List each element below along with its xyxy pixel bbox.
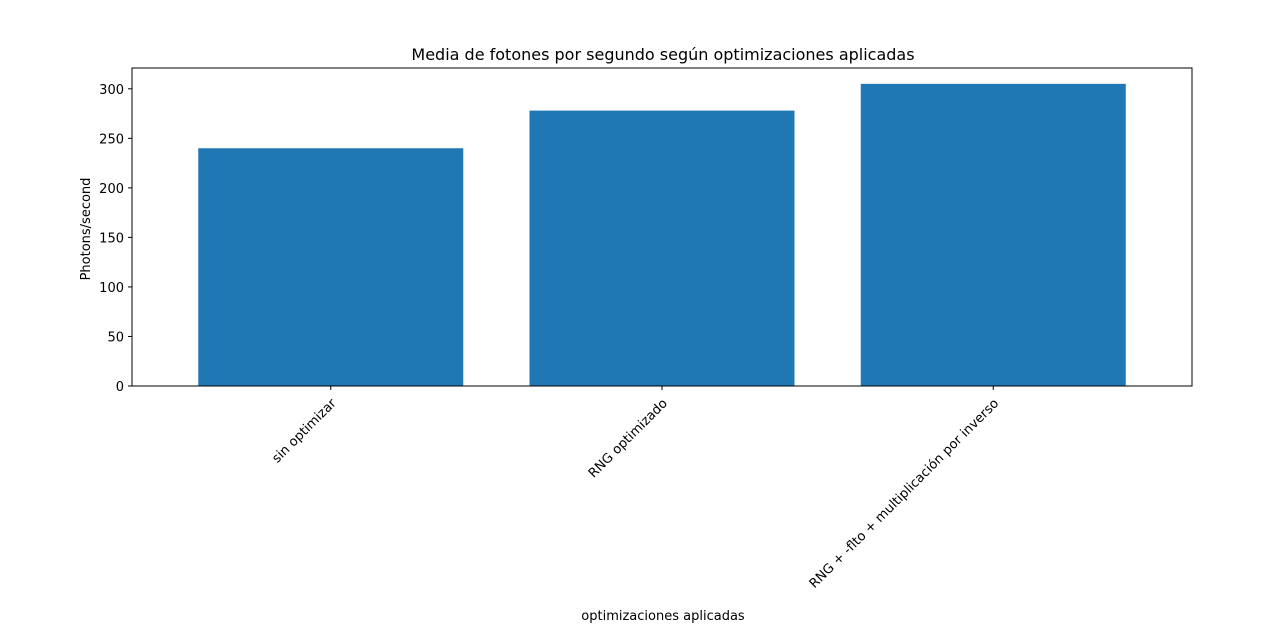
bar-3 bbox=[860, 83, 1126, 386]
y-tick-label: 250 bbox=[99, 132, 124, 147]
x-axis: sin optimizar RNG optimizado RNG + -flto +… bbox=[270, 386, 1002, 592]
x-axis-label: optimizaciones aplicadas bbox=[581, 609, 745, 624]
y-tick-label: 100 bbox=[99, 281, 124, 296]
x-tick-label: RNG + -flto + multiplicación por inverso bbox=[807, 396, 1002, 591]
y-tick-label: 200 bbox=[99, 182, 124, 197]
plot-area bbox=[198, 83, 1126, 386]
chart-title: Media de fotones por segundo según optim… bbox=[411, 45, 914, 64]
bar-1 bbox=[198, 148, 464, 386]
y-axis-label: Photons/second bbox=[79, 178, 94, 281]
x-tick-label: sin optimizar bbox=[270, 396, 341, 467]
y-axis: 0 50 100 150 200 250 300 bbox=[99, 83, 132, 395]
bar-2 bbox=[529, 110, 795, 386]
y-tick-label: 150 bbox=[99, 231, 124, 246]
y-tick-label: 300 bbox=[99, 83, 124, 98]
x-tick-label: RNG optimizado bbox=[586, 396, 671, 481]
y-tick-label: 50 bbox=[107, 330, 124, 345]
y-tick-label: 0 bbox=[116, 380, 124, 395]
